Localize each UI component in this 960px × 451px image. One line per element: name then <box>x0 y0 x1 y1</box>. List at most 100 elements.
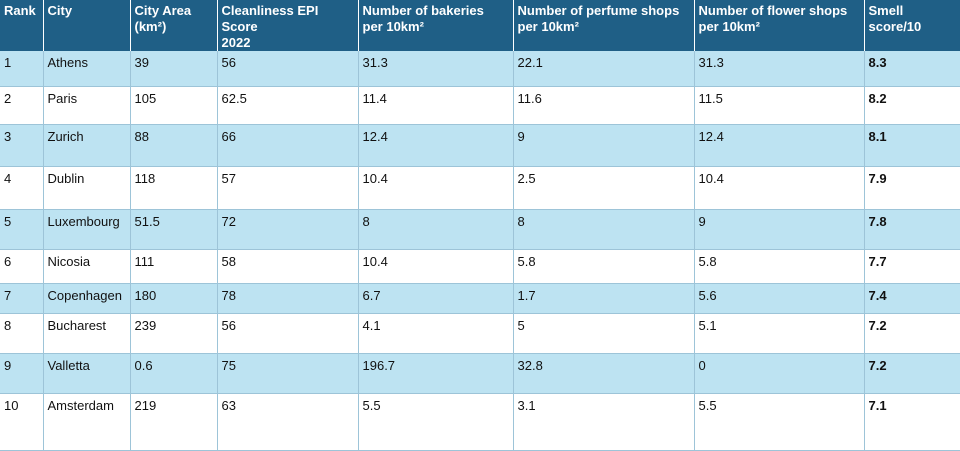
perfume-cell: 5.8 <box>512 249 694 283</box>
smell-cell: 8.1 <box>863 124 960 166</box>
table-row: 2 Paris 105 62.5 11.4 11.6 11.5 8.2 <box>0 86 960 124</box>
city-cell: Copenhagen <box>42 283 130 313</box>
header-rank: Rank <box>0 0 43 51</box>
area-cell: 0.6 <box>129 353 217 393</box>
epi-cell: 66 <box>216 124 358 166</box>
perfume-cell: 1.7 <box>512 283 694 313</box>
smell-cell: 8.3 <box>863 51 960 86</box>
smell-cell: 8.2 <box>863 86 960 124</box>
perfume-cell: 3.1 <box>512 393 694 450</box>
header-city: City <box>42 0 130 51</box>
area-cell: 111 <box>129 249 217 283</box>
rank-cell: 10 <box>4 397 19 413</box>
perfume-cell: 2.5 <box>512 166 694 209</box>
epi-cell: 72 <box>216 209 358 249</box>
bakeries-cell: 10.4 <box>357 166 513 209</box>
flower-cell: 11.5 <box>693 86 864 124</box>
perfume-cell: 8 <box>512 209 694 249</box>
bakeries-cell: 11.4 <box>357 86 513 124</box>
city-cell: Dublin <box>42 166 130 209</box>
flower-cell: 12.4 <box>693 124 864 166</box>
flower-cell: 0 <box>693 353 864 393</box>
city-cell: Athens <box>42 51 130 86</box>
header-bakeries: Number of bakeries per 10km² <box>357 0 513 51</box>
area-cell: 219 <box>129 393 217 450</box>
smell-cell: 7.9 <box>863 166 960 209</box>
area-cell: 180 <box>129 283 217 313</box>
rank-cell: 7 <box>4 287 12 303</box>
city-cell: Zurich <box>42 124 130 166</box>
rank-cell: 2 <box>4 90 12 106</box>
epi-cell: 75 <box>216 353 358 393</box>
area-cell: 105 <box>129 86 217 124</box>
header-city-area: City Area (km²) <box>129 0 217 51</box>
header-perfume-shops: Number of perfume shops per 10km² <box>512 0 694 51</box>
rank-cell: 9 <box>4 357 12 373</box>
smell-cell: 7.8 <box>863 209 960 249</box>
bakeries-cell: 31.3 <box>357 51 513 86</box>
city-cell: Amsterdam <box>42 393 130 450</box>
table-row: 8 Bucharest 239 56 4.1 5 5.1 7.2 <box>0 313 960 353</box>
bakeries-cell: 196.7 <box>357 353 513 393</box>
smell-cell: 7.1 <box>863 393 960 450</box>
flower-cell: 5.1 <box>693 313 864 353</box>
flower-cell: 10.4 <box>693 166 864 209</box>
area-cell: 88 <box>129 124 217 166</box>
city-cell: Nicosia <box>42 249 130 283</box>
epi-cell: 63 <box>216 393 358 450</box>
perfume-cell: 9 <box>512 124 694 166</box>
smell-cell: 7.2 <box>863 353 960 393</box>
rank-cell: 3 <box>4 128 12 144</box>
smell-cell: 7.2 <box>863 313 960 353</box>
rank-cell: 5 <box>4 213 12 229</box>
area-cell: 239 <box>129 313 217 353</box>
table-row: 7 Copenhagen 180 78 6.7 1.7 5.6 7.4 <box>0 283 960 313</box>
header-smell-score: Smell score/10 <box>863 0 960 51</box>
flower-cell: 5.5 <box>693 393 864 450</box>
epi-cell: 57 <box>216 166 358 209</box>
flower-cell: 9 <box>693 209 864 249</box>
bakeries-cell: 10.4 <box>357 249 513 283</box>
table-header-row: Rank City City Area (km²) Cleanliness EPI… <box>0 0 960 51</box>
table-body: 1 Athens 39 56 31.3 22.1 31.3 8.3 2 Paris 105 62.5 1… <box>0 51 960 450</box>
table-row: 6 Nicosia 111 58 10.4 5.8 5.8 7.7 <box>0 249 960 283</box>
area-cell: 118 <box>129 166 217 209</box>
city-cell: Paris <box>42 86 130 124</box>
table-row: 4 Dublin 118 57 10.4 2.5 10.4 7.9 <box>0 166 960 209</box>
bakeries-cell: 8 <box>357 209 513 249</box>
rank-cell: 4 <box>4 170 12 186</box>
flower-cell: 31.3 <box>693 51 864 86</box>
table-row: 3 Zurich 88 66 12.4 9 12.4 8.1 <box>0 124 960 166</box>
epi-cell: 56 <box>216 51 358 86</box>
area-cell: 51.5 <box>129 209 217 249</box>
area-cell: 39 <box>129 51 217 86</box>
smell-cell: 7.4 <box>863 283 960 313</box>
rank-cell: 8 <box>4 317 12 333</box>
rank-cell: 6 <box>4 253 12 269</box>
epi-cell: 56 <box>216 313 358 353</box>
bakeries-cell: 6.7 <box>357 283 513 313</box>
perfume-cell: 11.6 <box>512 86 694 124</box>
perfume-cell: 5 <box>512 313 694 353</box>
epi-cell: 58 <box>216 249 358 283</box>
perfume-cell: 32.8 <box>512 353 694 393</box>
flower-cell: 5.8 <box>693 249 864 283</box>
table-row: 1 Athens 39 56 31.3 22.1 31.3 8.3 <box>0 51 960 86</box>
bakeries-cell: 4.1 <box>357 313 513 353</box>
bakeries-cell: 12.4 <box>357 124 513 166</box>
bakeries-cell: 5.5 <box>357 393 513 450</box>
flower-cell: 5.6 <box>693 283 864 313</box>
epi-cell: 62.5 <box>216 86 358 124</box>
smell-cell: 7.7 <box>863 249 960 283</box>
city-cell: Valletta <box>42 353 130 393</box>
table-row: 5 Luxembourg 51.5 72 8 8 9 7.8 <box>0 209 960 249</box>
table-row: 9 Valletta 0.6 75 196.7 32.8 0 7.2 <box>0 353 960 393</box>
header-flower-shops: Number of flower shops per 10km² <box>693 0 864 51</box>
perfume-cell: 22.1 <box>512 51 694 86</box>
header-epi-score: Cleanliness EPI Score 2022 <box>216 0 358 51</box>
table-row: 10 Amsterdam 219 63 5.5 3.1 5.5 7.1 <box>0 393 960 450</box>
city-cell: Bucharest <box>42 313 130 353</box>
city-cell: Luxembourg <box>42 209 130 249</box>
rank-cell: 1 <box>4 55 12 70</box>
